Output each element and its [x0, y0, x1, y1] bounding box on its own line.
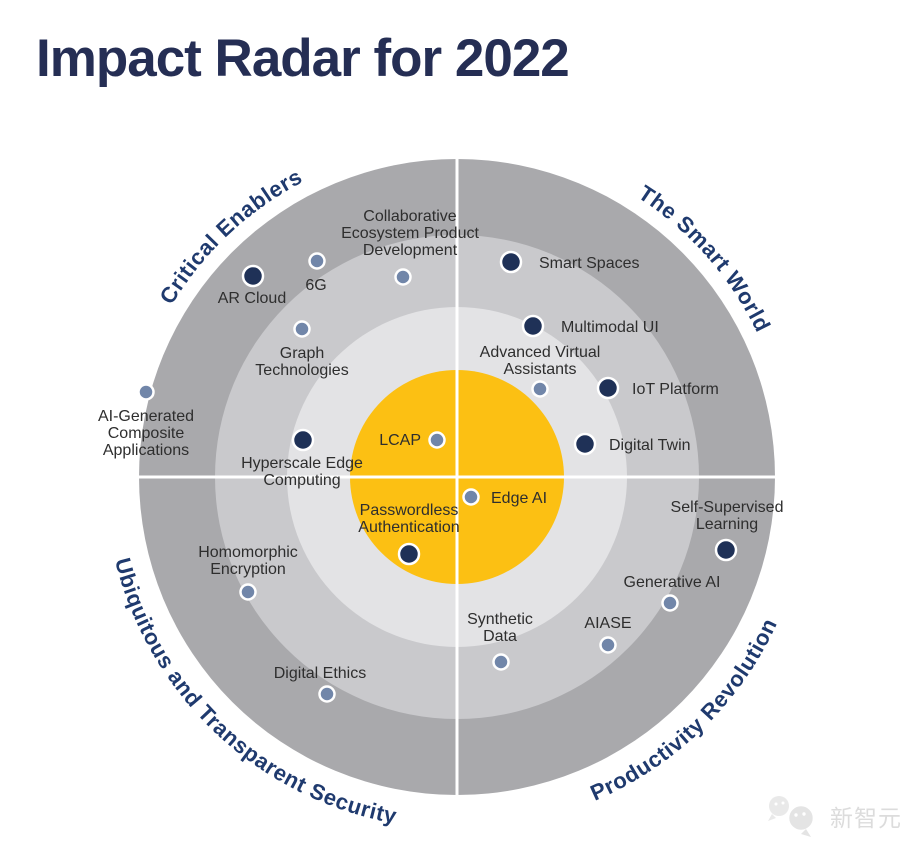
blip-dot [714, 538, 738, 562]
blip-hyperscale-edge-computing: Hyperscale Edge Computing [241, 428, 363, 489]
blip-label: Digital Twin [609, 437, 691, 454]
blip-label-line: Homomorphic [198, 544, 298, 561]
blip-label-line: Computing [263, 472, 340, 489]
blip-generative-ai: Generative AI [624, 574, 721, 612]
blip-label-line: Advanced Virtual [480, 344, 601, 361]
blip-label-line: Self-Supervised [671, 499, 784, 516]
blip-dot [241, 264, 265, 288]
blip-edge-ai: Edge AI [462, 488, 547, 507]
blip-dot [397, 542, 421, 566]
blip-label-line: LCAP [379, 432, 421, 449]
blip-aiase: AIASE [584, 615, 632, 654]
blip-label-line: Synthetic [467, 611, 533, 628]
blip-dot [428, 431, 446, 449]
blip-label-line: Generative AI [624, 574, 721, 591]
blip-digital-ethics: Digital Ethics [274, 665, 366, 703]
blip-label: Smart Spaces [539, 255, 639, 272]
watermark-text: 新智元 [830, 805, 902, 831]
blip-self-supervised-learning: Self-Supervised Learning [671, 499, 784, 562]
blip-label: Self-Supervised Learning [671, 499, 784, 533]
blip-dot [239, 583, 257, 601]
blip-label-line: Assistants [504, 361, 577, 378]
blip-label-line: Composite [108, 425, 185, 442]
blip-label-line: Authentication [358, 519, 459, 536]
blip-label: Collaborative Ecosystem Product Developmen… [341, 208, 479, 259]
blip-label-line: Digital Twin [609, 437, 691, 454]
blip-dot [293, 320, 311, 338]
blip-label-line: Smart Spaces [539, 255, 639, 272]
blip-dot [394, 268, 412, 286]
blip-label: AR Cloud [218, 290, 286, 307]
blip-ai-generated-composite-applications: AI-Generated Composite Applications [98, 383, 194, 459]
blip-graph-technologies: Graph Technologies [255, 320, 349, 379]
blip-label-line: Learning [696, 516, 758, 533]
blip-label-line: 6G [305, 277, 326, 294]
blip-label: Edge AI [491, 490, 547, 507]
blip-iot-platform: IoT Platform [596, 376, 719, 400]
blip-label-line: Applications [103, 442, 189, 459]
blip-ar-cloud: AR Cloud [218, 264, 286, 307]
blip-label: Graph Technologies [255, 345, 348, 379]
blip-label-line: AIASE [584, 615, 631, 632]
blip-label: Homomorphic Encryption [198, 544, 298, 578]
blip-label-line: Digital Ethics [274, 665, 366, 682]
blip-dot [596, 376, 620, 400]
blip-passwordless-authentication: Passwordless Authentication [358, 502, 460, 566]
blip-dot [661, 594, 679, 612]
blip-homomorphic-encryption: Homomorphic Encryption [198, 544, 298, 601]
blip-dot [521, 314, 545, 338]
blip-label: Digital Ethics [274, 665, 366, 682]
blip-label-line: Hyperscale Edge [241, 455, 363, 472]
blip-label: Advanced Virtual Assistants [480, 344, 601, 378]
blip-dot [599, 636, 617, 654]
blip-label: Generative AI [624, 574, 721, 591]
blip-collaborative-ecosystem-product-development: Collaborative Ecosystem Product Developmen… [341, 208, 479, 286]
blip-dot [499, 250, 523, 274]
blip-label: Multimodal UI [561, 319, 659, 336]
blip-label: AIASE [584, 615, 631, 632]
blip-multimodal-ui: Multimodal UI [521, 314, 659, 338]
blip-dot [308, 252, 326, 270]
chat-bubbles-icon [768, 796, 815, 837]
blip-lcap: LCAP [379, 431, 446, 449]
blip-6g: 6G [305, 252, 327, 294]
page-title: Impact Radar for 2022 [36, 29, 569, 88]
blip-label: Synthetic Data [467, 611, 533, 645]
blip-dot [137, 383, 155, 401]
blip-label-line: Graph [280, 345, 324, 362]
blip-dot [318, 685, 336, 703]
blip-label: Passwordless Authentication [358, 502, 459, 536]
blip-dot [573, 432, 597, 456]
blip-dot [492, 653, 510, 671]
blip-digital-twin: Digital Twin [573, 432, 691, 456]
blip-dot [291, 428, 315, 452]
blip-dot [462, 488, 480, 506]
blip-dot [531, 380, 549, 398]
blip-label-line: Passwordless [360, 502, 459, 519]
blip-label: 6G [305, 277, 326, 294]
blip-smart-spaces: Smart Spaces [499, 250, 639, 274]
watermark: 新智元 [768, 796, 902, 837]
blip-label-line: IoT Platform [632, 381, 719, 398]
blip-label-line: Development [363, 242, 458, 259]
blip-label: LCAP [379, 432, 421, 449]
blip-synthetic-data: Synthetic Data [467, 611, 533, 671]
blip-label-line: AR Cloud [218, 290, 286, 307]
blip-label: AI-Generated Composite Applications [98, 408, 194, 459]
blip-label-line: Ecosystem Product [341, 225, 479, 242]
blip-advanced-virtual-assistants: Advanced Virtual Assistants [480, 344, 601, 398]
blip-label: Hyperscale Edge Computing [241, 455, 363, 489]
blip-label-line: Encryption [210, 561, 286, 578]
blip-label-line: Edge AI [491, 490, 547, 507]
blip-label-line: Multimodal UI [561, 319, 659, 336]
blip-label-line: AI-Generated [98, 408, 194, 425]
blip-label: IoT Platform [632, 381, 719, 398]
blip-label-line: Technologies [255, 362, 348, 379]
blip-label-line: Collaborative [363, 208, 456, 225]
blip-label-line: Data [483, 628, 517, 645]
